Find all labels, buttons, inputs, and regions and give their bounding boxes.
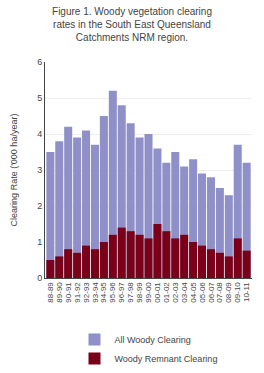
svg-text:3: 3 bbox=[37, 165, 42, 175]
svg-text:92-93: 92-93 bbox=[82, 282, 91, 303]
svg-text:91-92: 91-92 bbox=[73, 282, 82, 303]
svg-text:94-95: 94-95 bbox=[99, 282, 108, 303]
svg-text:1: 1 bbox=[37, 237, 42, 247]
svg-text:4: 4 bbox=[37, 129, 42, 139]
svg-text:90-91: 90-91 bbox=[64, 282, 73, 303]
svg-text:06-07: 06-07 bbox=[207, 282, 216, 303]
svg-text:97-98: 97-98 bbox=[126, 282, 135, 303]
svg-text:93-94: 93-94 bbox=[91, 282, 100, 303]
svg-text:10-11: 10-11 bbox=[242, 282, 251, 302]
svg-text:03-04: 03-04 bbox=[180, 282, 189, 303]
svg-text:05-06: 05-06 bbox=[198, 282, 207, 303]
svg-text:96-97: 96-97 bbox=[117, 282, 126, 303]
svg-text:08-09: 08-09 bbox=[224, 282, 233, 303]
svg-text:98-99: 98-99 bbox=[135, 282, 144, 303]
svg-text:02-03: 02-03 bbox=[171, 282, 180, 303]
svg-text:99-00: 99-00 bbox=[144, 282, 153, 303]
svg-text:All Woody Clearing: All Woody Clearing bbox=[115, 335, 191, 345]
svg-text:07-08: 07-08 bbox=[215, 282, 224, 303]
svg-text:Clearing Rate ('000 ha/year): Clearing Rate ('000 ha/year) bbox=[9, 114, 19, 227]
svg-text:Figure 1. Woody vegetation cle: Figure 1. Woody vegetation clearingrates… bbox=[52, 6, 212, 43]
svg-text:5: 5 bbox=[37, 93, 42, 103]
svg-text:09-10: 09-10 bbox=[233, 282, 242, 303]
svg-text:95-96: 95-96 bbox=[108, 282, 117, 303]
svg-text:88-89: 88-89 bbox=[46, 282, 55, 303]
svg-text:2: 2 bbox=[37, 201, 42, 211]
svg-text:0: 0 bbox=[37, 273, 42, 283]
svg-text:6: 6 bbox=[37, 57, 42, 67]
svg-text:00-01: 00-01 bbox=[153, 282, 162, 303]
svg-text:Woody Remnant Clearing: Woody Remnant Clearing bbox=[115, 354, 218, 364]
svg-text:89-90: 89-90 bbox=[55, 282, 64, 303]
svg-text:04-05: 04-05 bbox=[189, 282, 198, 303]
svg-text:01-02: 01-02 bbox=[162, 282, 171, 303]
